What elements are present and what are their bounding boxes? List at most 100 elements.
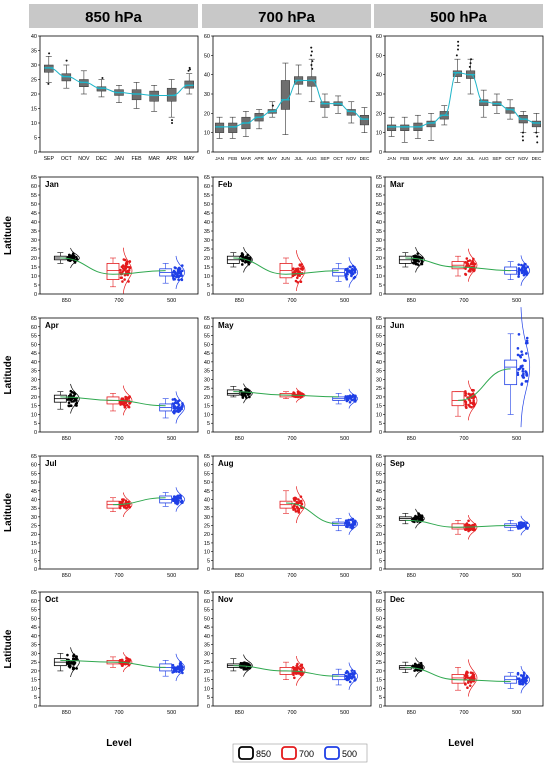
outlier-point bbox=[455, 54, 458, 57]
outlier-point bbox=[457, 40, 460, 43]
distribution-curve-850 bbox=[243, 383, 253, 404]
data-point-500 bbox=[352, 398, 356, 401]
panel-feb-ytick-label: 50 bbox=[204, 202, 210, 208]
xtick-500: 500 bbox=[167, 573, 176, 579]
data-point-500 bbox=[349, 518, 353, 521]
panel-apr-ytick-label: 25 bbox=[31, 386, 37, 392]
data-point-700 bbox=[127, 269, 131, 272]
panel-nov-ytick-label: 20 bbox=[204, 669, 210, 675]
data-point-500 bbox=[517, 367, 521, 371]
panel-nov-ytick-label: 0 bbox=[207, 704, 210, 710]
data-point-700 bbox=[470, 261, 474, 265]
panel-feb-ytick-label: 30 bbox=[204, 238, 210, 244]
distribution-curve-700 bbox=[295, 486, 306, 524]
outlier-point bbox=[536, 141, 539, 144]
data-point-500 bbox=[520, 350, 523, 353]
box-AUG bbox=[307, 76, 317, 87]
panel-mar-ytick-label: 65 bbox=[376, 175, 382, 181]
distribution-curve-500 bbox=[520, 666, 531, 694]
distribution-curve-500 bbox=[348, 257, 359, 288]
data-point-500 bbox=[526, 341, 529, 345]
y-axis-title: Latitude bbox=[3, 629, 14, 668]
panel-oct-ytick-label: 15 bbox=[31, 678, 37, 684]
data-point-500 bbox=[521, 264, 525, 268]
box-700 bbox=[451, 523, 465, 530]
panel-mar-ytick-label: 0 bbox=[379, 292, 382, 298]
box-OCT bbox=[505, 107, 515, 114]
panel-dec-ytick-label: 55 bbox=[376, 608, 382, 614]
panel-jul-ytick-label: 40 bbox=[31, 497, 37, 503]
panel-nov-ytick-label: 10 bbox=[204, 686, 210, 692]
distribution-curve-500 bbox=[520, 515, 531, 536]
fit-curve bbox=[233, 257, 339, 275]
panel-apr-ytick-label: 5 bbox=[34, 421, 37, 427]
data-point-500 bbox=[349, 526, 352, 529]
data-point-500 bbox=[179, 271, 182, 274]
panel-mar-ytick-label: 50 bbox=[376, 202, 382, 208]
xtick-700: 700 bbox=[114, 710, 123, 716]
panel-jun-ytick-label: 50 bbox=[376, 342, 382, 348]
panel-mar-ytick-label: 45 bbox=[376, 211, 382, 217]
median-curve bbox=[48, 67, 190, 96]
data-point-700 bbox=[295, 268, 299, 272]
xtick-700: 700 bbox=[287, 298, 296, 304]
xtick-850: 850 bbox=[62, 436, 71, 442]
panel-dec-ytick-label: 25 bbox=[376, 660, 382, 666]
xtick-NOV: NOV bbox=[518, 156, 529, 161]
data-point-850 bbox=[68, 404, 72, 407]
data-point-500 bbox=[522, 521, 526, 525]
data-point-700 bbox=[292, 267, 295, 271]
panel-sep: 0 5 10 15 20 25 30 35 40 45 50 55 60 65 Sep 850 700 500 bbox=[376, 454, 544, 579]
data-point-850 bbox=[243, 666, 247, 670]
data-point-850 bbox=[67, 397, 71, 400]
panel-nov-ytick-label: 25 bbox=[204, 660, 210, 666]
panel-mar-ytick-label: 20 bbox=[376, 256, 382, 262]
data-point-700 bbox=[464, 402, 468, 406]
data-point-500 bbox=[517, 333, 521, 336]
panel-feb-frame bbox=[212, 176, 372, 295]
fit-curve bbox=[60, 257, 166, 275]
panel-top-700: 0 10 20 30 40 50 60 JAN FEB MAR APR MAY JUN JUL AUG SEP… bbox=[204, 34, 372, 161]
xtick-OCT: OCT bbox=[61, 156, 73, 162]
data-point-850 bbox=[417, 260, 421, 263]
panel-dec-ytick-label: 30 bbox=[376, 651, 382, 657]
data-point-700 bbox=[464, 392, 468, 395]
panel-nov-ytick-label: 35 bbox=[204, 643, 210, 649]
panel-apr: 0 5 10 15 20 25 30 35 40 45 50 55 60 65 Apr 850 700 500 bbox=[31, 316, 199, 442]
xtick-DEC: DEC bbox=[96, 156, 107, 162]
outlier-point bbox=[47, 82, 50, 85]
top-500-ytick-label: 30 bbox=[376, 92, 382, 98]
data-point-700 bbox=[123, 268, 126, 272]
data-point-500 bbox=[524, 352, 528, 355]
data-point-850 bbox=[241, 254, 245, 258]
data-point-850 bbox=[244, 255, 248, 259]
month-title: Mar bbox=[390, 180, 404, 189]
panel-feb-ytick-label: 55 bbox=[204, 193, 210, 199]
data-point-700 bbox=[466, 259, 470, 263]
data-point-700 bbox=[472, 401, 475, 405]
distribution-curve-850 bbox=[70, 383, 80, 414]
panel-nov-ytick-label: 15 bbox=[204, 678, 210, 684]
panel-aug-ytick-label: 50 bbox=[204, 480, 210, 486]
xtick-AUG: AUG bbox=[307, 156, 317, 161]
xtick-NOV: NOV bbox=[346, 156, 357, 161]
data-point-500 bbox=[179, 407, 183, 411]
xtick-850: 850 bbox=[235, 436, 244, 442]
panel-may-ytick-label: 60 bbox=[204, 325, 210, 331]
data-point-700 bbox=[122, 498, 125, 501]
panel-feb-ytick-label: 35 bbox=[204, 229, 210, 235]
panel-feb-ytick-label: 60 bbox=[204, 184, 210, 190]
panel-apr-ytick-label: 40 bbox=[31, 360, 37, 366]
data-point-850 bbox=[66, 662, 69, 665]
top-850-ytick-label: 15 bbox=[31, 107, 37, 113]
panel-sep-ytick-label: 60 bbox=[376, 463, 382, 469]
panel-aug-ytick-label: 65 bbox=[204, 454, 210, 460]
data-point-500 bbox=[523, 262, 527, 266]
data-point-500 bbox=[351, 267, 354, 271]
panel-may-ytick-label: 5 bbox=[207, 421, 210, 427]
panel-mar-ytick-label: 10 bbox=[376, 274, 382, 280]
data-point-500 bbox=[346, 395, 350, 399]
data-point-500 bbox=[177, 271, 180, 275]
panel-oct-ytick-label: 60 bbox=[31, 599, 37, 605]
data-point-500 bbox=[346, 398, 350, 402]
